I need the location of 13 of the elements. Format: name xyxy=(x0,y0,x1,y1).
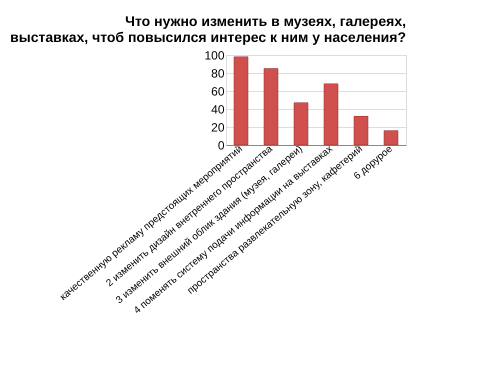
y-tick-label: 80 xyxy=(211,66,225,80)
y-tick-label: 20 xyxy=(211,120,225,134)
text: выставках, чтоб повысился интерес к ним у населения? xyxy=(10,29,406,45)
bar xyxy=(324,84,338,146)
y-tick-label: 40 xyxy=(211,102,225,116)
bar xyxy=(294,102,308,146)
y-tick-label: 60 xyxy=(211,84,225,98)
text: Что нужно изменить в музеях, галереях, xyxy=(125,13,406,29)
bar xyxy=(354,116,368,146)
bar xyxy=(234,56,248,146)
y-tick-label: 100 xyxy=(204,48,225,62)
bar xyxy=(264,68,278,146)
bar xyxy=(384,130,398,146)
